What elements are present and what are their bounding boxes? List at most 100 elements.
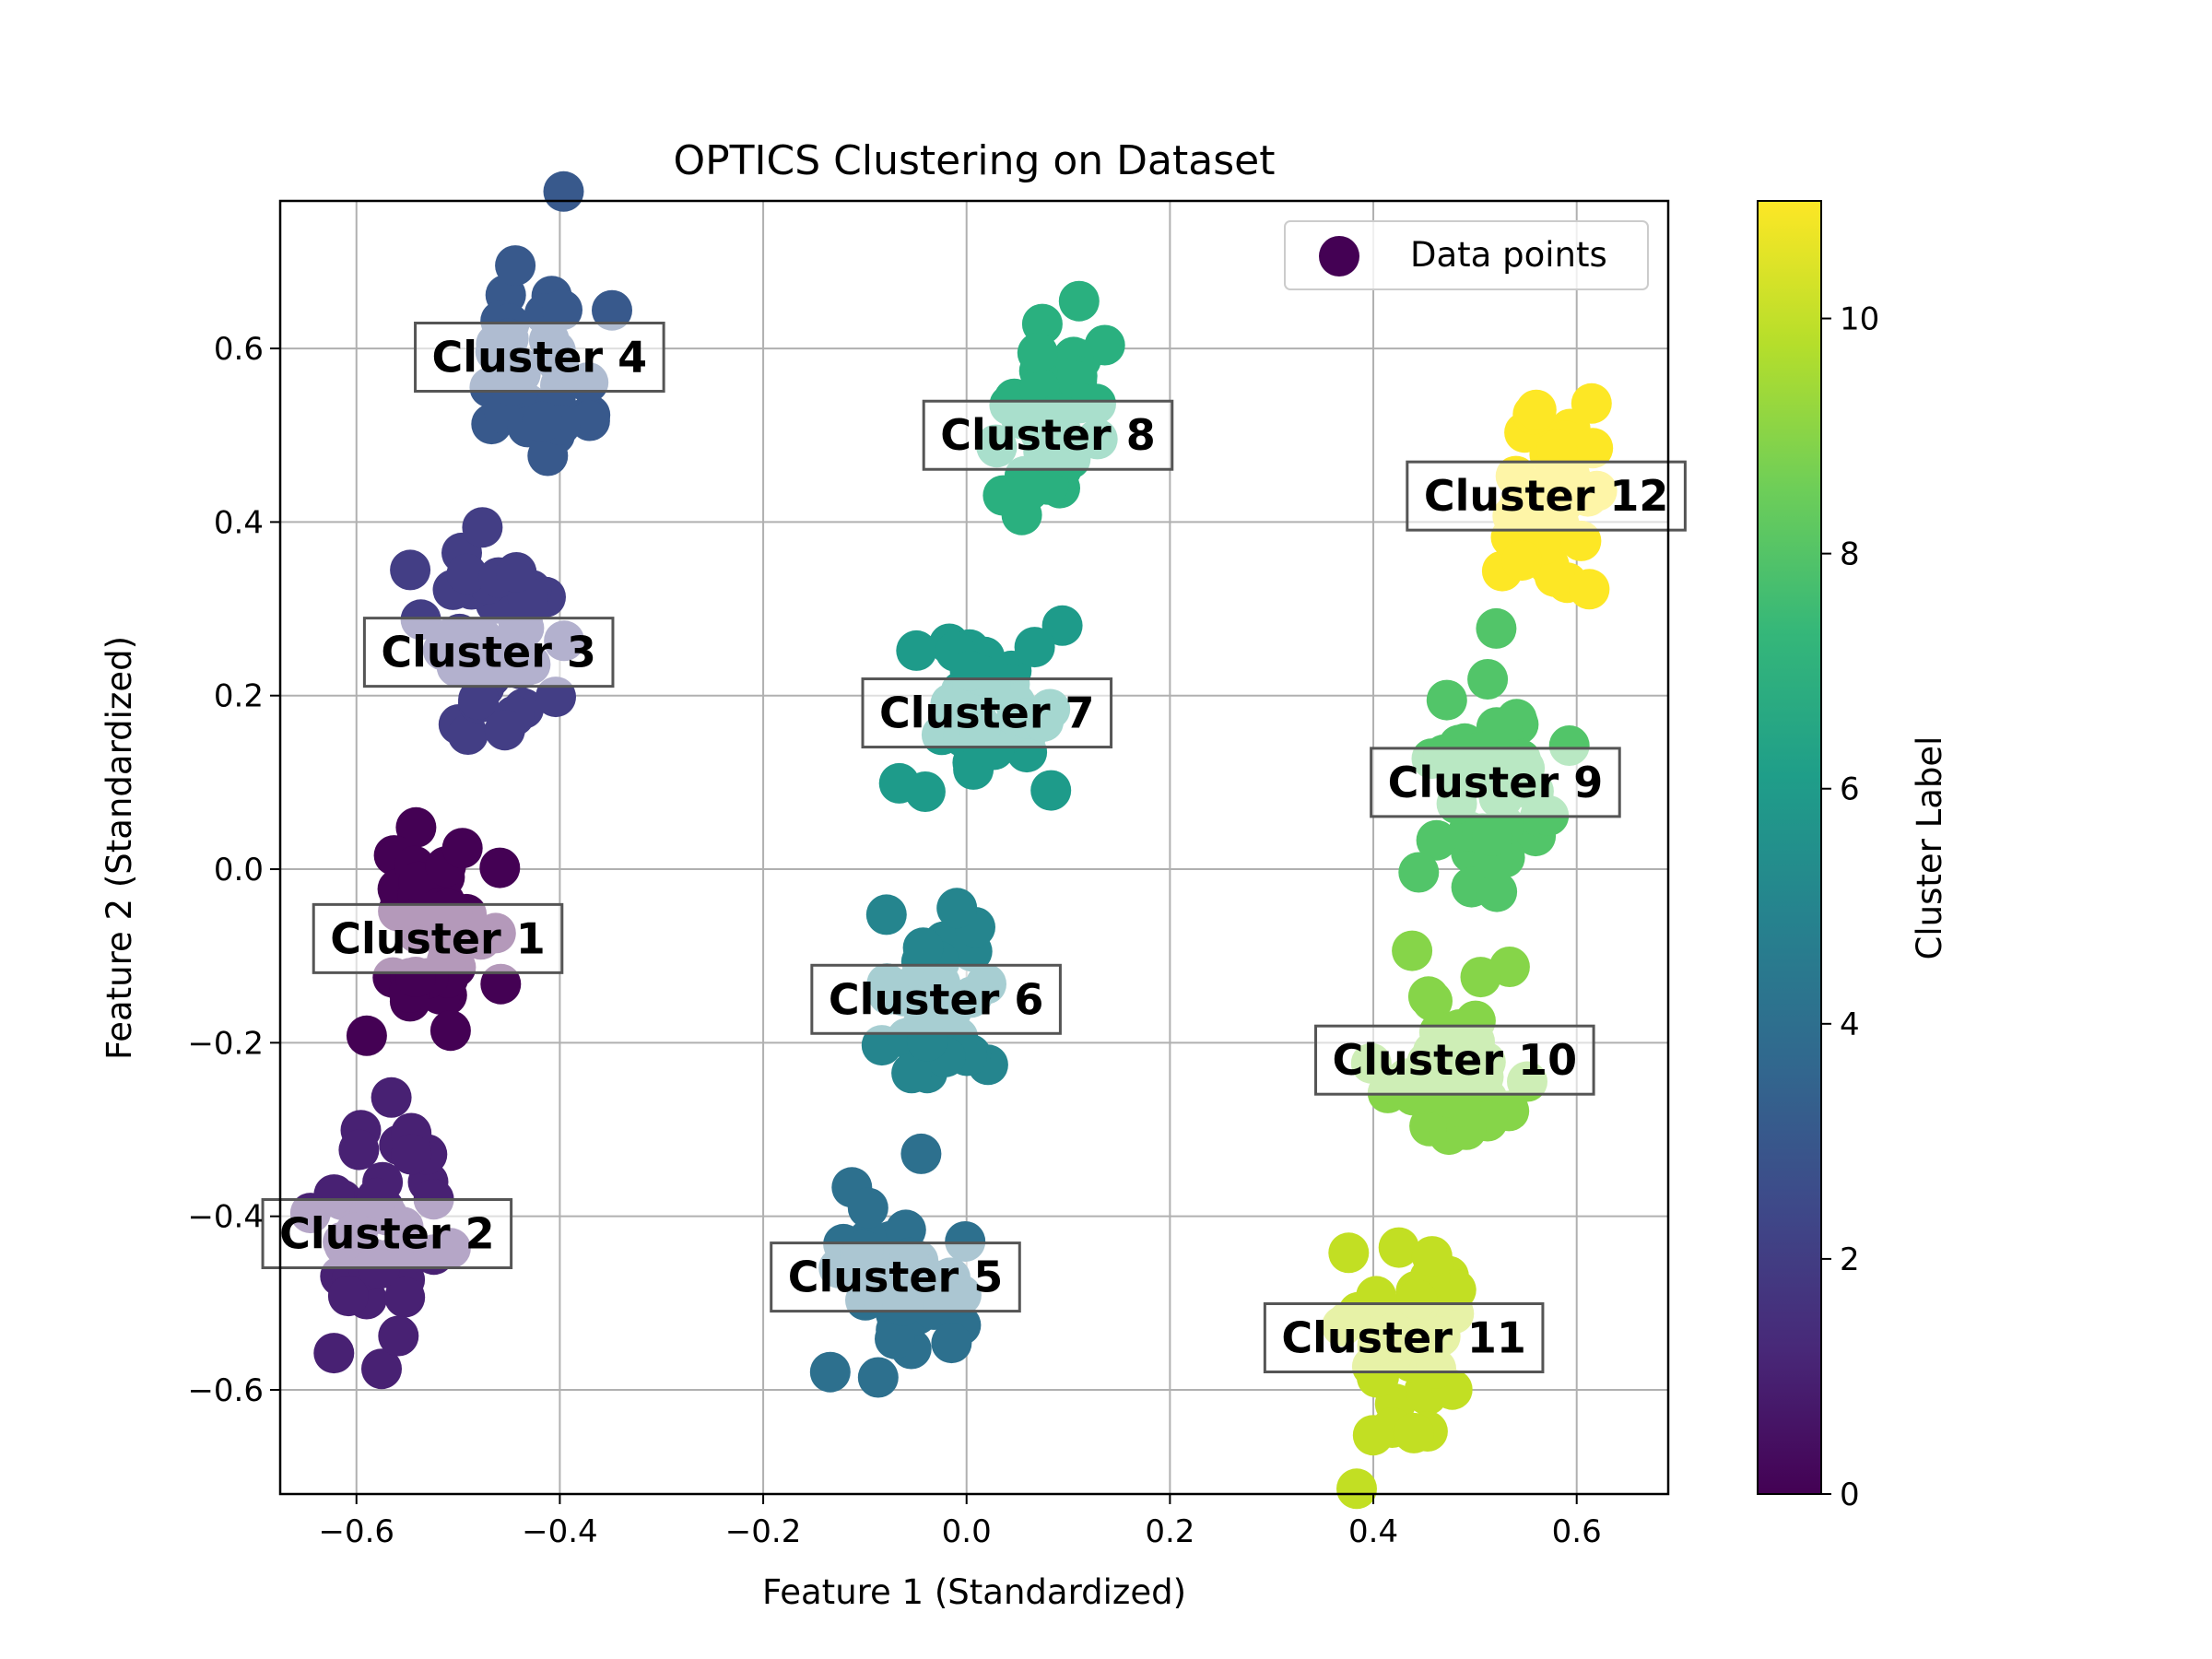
data-point <box>447 714 488 755</box>
data-point <box>875 1318 915 1359</box>
data-point <box>429 1010 471 1052</box>
cluster-label-box <box>1406 460 1687 532</box>
legend-label: Data points <box>1410 235 1607 275</box>
data-point <box>592 289 632 331</box>
data-point <box>346 1015 387 1056</box>
colorbar-tick-label: 2 <box>1840 1241 1860 1278</box>
data-point <box>522 401 563 442</box>
data-point <box>446 553 488 594</box>
data-point <box>1392 930 1433 971</box>
data-point <box>484 710 525 751</box>
cluster-label-group: Cluster 2 <box>261 1198 513 1270</box>
cluster-label: Cluster 11 <box>1281 1313 1526 1363</box>
cluster-label-box <box>922 399 1174 471</box>
data-point <box>1472 816 1513 856</box>
y-tick-label: −0.4 <box>187 1199 264 1236</box>
cluster-label: Cluster 12 <box>1424 471 1669 521</box>
cluster-label: Cluster 9 <box>1388 758 1604 807</box>
cluster-label: Cluster 4 <box>432 332 648 382</box>
data-point <box>543 171 584 212</box>
cluster-label: Cluster 2 <box>279 1209 495 1259</box>
colorbar-ticks: 0 2 4 6 8 10 <box>1821 301 1879 1513</box>
data-point <box>371 1077 412 1118</box>
data-point <box>361 1348 402 1390</box>
cluster-label-group: Cluster 10 <box>1314 1024 1595 1096</box>
cluster-label-group: Cluster 11 <box>1263 1302 1545 1374</box>
data-point <box>327 1276 369 1317</box>
x-axis-label: Feature 1 (Standardized) <box>762 1572 1186 1612</box>
data-point <box>1536 429 1578 470</box>
data-point <box>1416 819 1457 861</box>
cluster-label-group: Cluster 12 <box>1406 460 1687 532</box>
data-point <box>1476 607 1517 649</box>
data-point <box>902 927 944 969</box>
data-point <box>1336 1468 1377 1510</box>
cluster-label-group: Cluster 8 <box>922 399 1174 471</box>
data-point <box>496 552 537 593</box>
cluster-label: Cluster 10 <box>1333 1035 1578 1085</box>
cluster-label-group: Cluster 7 <box>861 677 1113 749</box>
cluster-label-box <box>1314 1024 1595 1096</box>
data-point <box>384 1277 426 1318</box>
data-point <box>1426 679 1467 721</box>
data-point <box>1501 540 1543 582</box>
x-tick-label: 0.0 <box>942 1513 992 1550</box>
colorbar <box>1757 200 1822 1495</box>
cluster-label-box <box>312 902 564 974</box>
data-point <box>1467 659 1509 700</box>
y-tick-label: 0.6 <box>214 331 264 368</box>
legend-box <box>1284 220 1649 290</box>
y-tick-label: 0.4 <box>214 504 264 541</box>
x-tick-label: −0.6 <box>318 1513 394 1550</box>
data-point <box>896 629 937 671</box>
y-tick-label: −0.6 <box>187 1372 264 1409</box>
colorbar-label: Cluster Label <box>1910 736 1949 960</box>
data-point <box>1407 976 1449 1018</box>
y-tick-label: −0.2 <box>187 1025 264 1062</box>
chart-title: OPTICS Clustering on Dataset <box>674 137 1276 184</box>
data-point <box>865 894 907 935</box>
data-point <box>338 1129 380 1171</box>
x-tick-label: 0.6 <box>1552 1513 1602 1550</box>
data-point <box>1030 770 1072 811</box>
data-point <box>1041 605 1083 646</box>
cluster-label: Cluster 7 <box>879 688 1095 738</box>
cluster-label-box <box>1263 1302 1545 1374</box>
colorbar-tick-label: 0 <box>1840 1477 1860 1513</box>
data-point <box>1481 707 1523 748</box>
data-point <box>378 1315 419 1357</box>
data-point <box>931 1323 972 1364</box>
data-point <box>479 847 521 888</box>
cluster-label-group: Cluster 6 <box>810 963 1062 1035</box>
data-point <box>809 1351 851 1393</box>
data-point <box>891 1053 933 1094</box>
cluster-label-box <box>861 677 1113 749</box>
data-point <box>878 762 920 804</box>
cluster-label-group: Cluster 1 <box>312 902 564 974</box>
cluster-label-group: Cluster 4 <box>414 321 665 393</box>
data-point <box>395 806 437 848</box>
data-point <box>857 1357 899 1398</box>
data-point <box>936 888 978 929</box>
cluster-label-group: Cluster 5 <box>770 1241 1021 1313</box>
x-tick-label: −0.2 <box>725 1513 802 1550</box>
data-point <box>1394 1412 1434 1453</box>
x-tick-label: 0.2 <box>1145 1513 1194 1550</box>
data-point <box>1569 569 1610 610</box>
cluster-label-box <box>770 1241 1021 1313</box>
data-point <box>1378 1227 1419 1268</box>
y-axis-label: Feature 2 (Standardized) <box>100 636 139 1060</box>
colorbar-tick-label: 10 <box>1840 301 1879 338</box>
cluster-label: Cluster 1 <box>330 913 546 963</box>
x-tick-label: −0.4 <box>522 1513 598 1550</box>
data-point <box>313 1333 355 1374</box>
legend-marker <box>1319 236 1359 276</box>
colorbar-tick-label: 8 <box>1840 536 1860 573</box>
data-point <box>391 1134 432 1175</box>
cluster-label-group: Cluster 9 <box>1370 747 1621 818</box>
data-point <box>1411 1236 1453 1277</box>
cluster-label-box <box>362 617 615 688</box>
data-point <box>542 289 582 331</box>
y-tick-label: 0.0 <box>214 852 264 888</box>
